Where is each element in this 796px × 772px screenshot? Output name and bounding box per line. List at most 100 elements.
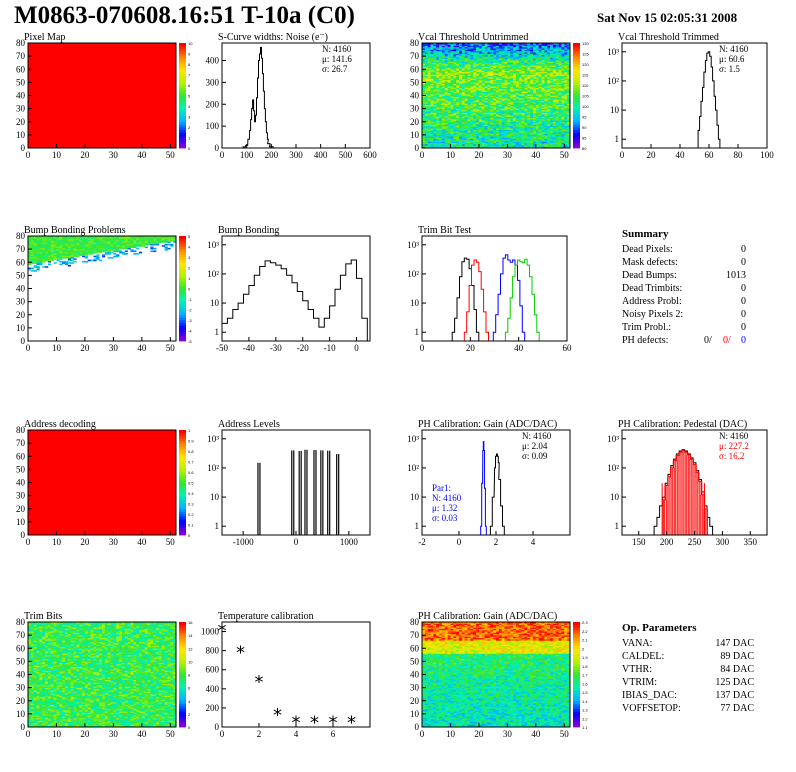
heatmap-cell [427, 141, 431, 144]
heatmap-cell [427, 145, 431, 147]
heatmap-cell [439, 136, 443, 138]
heatmap-cell [493, 115, 497, 117]
heatmap-cell [544, 142, 548, 145]
heatmap-cell [430, 107, 434, 109]
heatmap-cell [490, 115, 494, 117]
heatmap-cell [498, 136, 502, 138]
heatmap-cell [427, 146, 431, 149]
heatmap-cell [513, 128, 517, 130]
heatmap-cell [459, 128, 463, 130]
heatmap-cell [444, 130, 448, 133]
heatmap-cell [490, 90, 494, 92]
heatmap-cell [555, 136, 559, 138]
heatmap-cell [453, 111, 457, 113]
heatmap-cell [527, 127, 531, 129]
heatmap-cell [136, 253, 140, 255]
heatmap-cell [510, 98, 514, 100]
heatmap-cell [541, 146, 545, 149]
heatmap-cell [504, 90, 508, 92]
heatmap-cell [510, 100, 514, 103]
heatmap-cell [422, 113, 426, 116]
heatmap-cell [538, 104, 542, 107]
heatmap-cell [467, 91, 471, 94]
heatmap-cell [498, 128, 502, 130]
heatmap-cell [478, 106, 483, 108]
heatmap-cell [487, 125, 491, 128]
heatmap-cell [427, 98, 431, 100]
heatmap-cell [461, 146, 465, 149]
heatmap-cell [447, 133, 451, 136]
heatmap-cell [493, 120, 497, 123]
heatmap-cell [467, 142, 471, 145]
heatmap-cell [453, 100, 457, 103]
heatmap-cell [498, 120, 502, 123]
heatmap-cell [544, 117, 548, 120]
heatmap-cell [530, 142, 534, 145]
heatmap-cell [561, 123, 565, 125]
heatmap-cell [567, 141, 571, 144]
heatmap-cell [476, 142, 480, 145]
heatmap-cell [524, 103, 528, 105]
heatmap-cell [484, 138, 488, 141]
heatmap-cell [530, 109, 534, 112]
heatmap-cell [490, 145, 494, 147]
y-tick-label: 10 [16, 130, 26, 140]
heatmap-cell [538, 98, 542, 100]
heatmap-cell [513, 94, 517, 96]
heatmap-cell [515, 92, 520, 95]
heatmap-cell [427, 104, 431, 107]
heatmap-cell [544, 121, 548, 124]
heatmap-cell [478, 120, 483, 123]
heatmap-cell [498, 121, 502, 124]
heatmap-cell [464, 120, 468, 123]
colorbar-segment [179, 103, 186, 107]
heatmap-cell [564, 111, 568, 113]
heatmap-cell [467, 112, 471, 115]
heatmap-cell [555, 115, 559, 117]
heatmap-cell [501, 144, 505, 146]
heatmap-cell [447, 98, 451, 100]
heatmap-cell [541, 117, 545, 120]
heatmap-cell [439, 129, 443, 132]
heatmap-cell [481, 140, 485, 142]
heatmap-cell [507, 115, 511, 117]
heatmap-cell [555, 129, 559, 132]
x-tick-label: 80 [734, 150, 744, 160]
heatmap-cell [498, 119, 502, 121]
heatmap-cell [478, 124, 483, 126]
heatmap-cell [521, 132, 525, 134]
y-tick-label: 60 [16, 64, 26, 74]
heatmap-cell [561, 132, 565, 134]
heatmap-cell [524, 137, 528, 140]
heatmap-cell [476, 109, 480, 112]
heatmap-cell [467, 138, 471, 141]
heatmap-cell [464, 92, 468, 95]
heatmap-cell [433, 111, 437, 113]
heatmap-cell [453, 140, 457, 142]
heatmap-cell [507, 117, 511, 120]
heatmap-cell [561, 98, 565, 100]
heatmap-cell [33, 270, 37, 272]
heatmap-cell [444, 144, 448, 146]
heatmap-cell [439, 121, 443, 124]
heatmap-cell [561, 134, 565, 137]
heatmap-cell [430, 121, 434, 124]
heatmap-cell [535, 145, 539, 147]
heatmap-cell [535, 98, 539, 100]
heatmap-cell [552, 146, 557, 149]
heatmap-cell [436, 132, 440, 134]
heatmap-cell [527, 144, 531, 146]
heatmap-cell [430, 90, 434, 92]
heatmap-cell [538, 96, 542, 99]
heatmap-cell [530, 132, 534, 134]
heatmap-cell [441, 129, 446, 132]
heatmap-cell [470, 129, 474, 132]
heatmap-cell [498, 116, 502, 119]
heatmap-cell [550, 142, 554, 145]
heatmap-cell [436, 121, 440, 124]
heatmap-cell [490, 91, 494, 94]
heatmap-cell [541, 127, 545, 129]
heatmap-cell [538, 117, 542, 120]
heatmap-cell [464, 115, 468, 117]
